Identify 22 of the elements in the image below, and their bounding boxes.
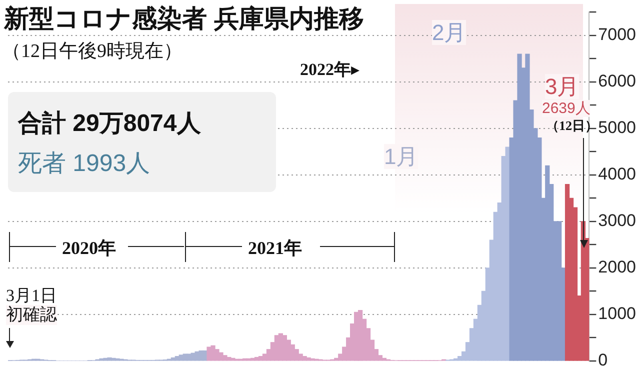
annotation: 初確認 <box>6 305 57 325</box>
annotation: 2639人 <box>542 100 590 118</box>
y-tick-label: 2000 <box>598 258 636 277</box>
annotation: （12日） <box>546 118 598 134</box>
annotation: 3月1日 <box>6 286 57 306</box>
text: （12日午後9時現在） <box>2 40 182 64</box>
y-tick-label: 1000 <box>598 304 636 324</box>
chart-title: 新型コロナ感染者 兵庫県内推移 <box>4 4 364 35</box>
annotation: 2022年▸ <box>300 60 360 80</box>
annotation: 合計 29万8074人 <box>18 110 201 138</box>
annotation: 2021年 <box>246 238 304 259</box>
annotation: 3月 <box>545 74 580 100</box>
y-tick-label: 4000 <box>598 164 636 184</box>
annotation: 1月 <box>384 144 418 170</box>
annotation: 死者 1993人 <box>18 150 150 178</box>
y-tick-label: 0 <box>598 350 608 370</box>
annotation: 2月 <box>432 20 466 46</box>
y-tick-label: 5000 <box>598 118 636 138</box>
y-tick-label: 6000 <box>598 72 636 91</box>
y-tick-label: 3000 <box>598 211 636 230</box>
y-tick-label: 7000 <box>598 25 636 44</box>
annotation: 2020年 <box>60 238 118 259</box>
